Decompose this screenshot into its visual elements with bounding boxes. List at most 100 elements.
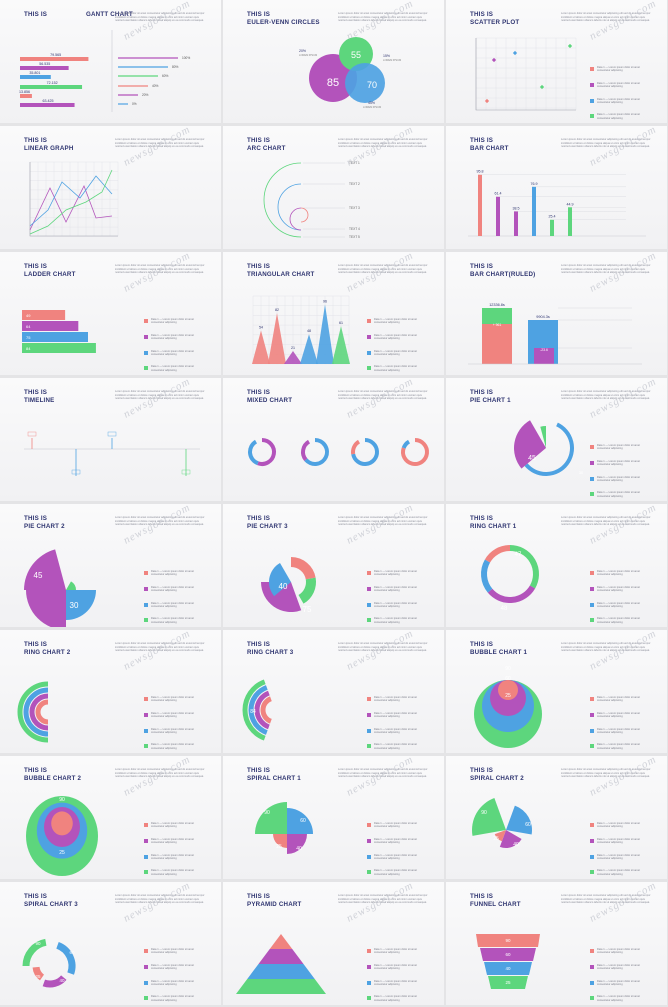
- slide-thumbnail-ring3[interactable]: THIS IS RING CHART 3 Lorem ipsum dolor sit…: [223, 630, 444, 753]
- slide-thumbnail-triangular[interactable]: THIS IS TRIANGULAR CHART Lorem ipsum dolor…: [223, 252, 444, 375]
- slide-thumbnail-gantt[interactable]: THIS IS GANTT CHART Lorem ipsum dolor sit …: [0, 0, 221, 123]
- legend-item: Data 1 — Lorem ipsum dolor sit amet cons…: [367, 617, 427, 624]
- legend-text: Data 1 — Lorem ipsum dolor sit amet cons…: [597, 727, 640, 735]
- slide-thumbnail-timeline[interactable]: THIS IS TIMELINE Lorem ipsum dolor sit ame…: [0, 378, 221, 501]
- slide-thumbnail-spiral1[interactable]: THIS IS SPIRAL CHART 1 Lorem ipsum dolor s…: [223, 756, 444, 879]
- ladder-value: 84: [26, 346, 31, 351]
- slide-description: Lorem ipsum dolor sit amet consectetur a…: [338, 138, 428, 149]
- pyramid-layer: [247, 964, 315, 979]
- chart-funnel: 90 60 40 25: [476, 934, 540, 989]
- legend-item: Data 1 — Lorem ipsum dolor sit amet cons…: [144, 822, 204, 829]
- slide-title: EULER-VENN CIRCLES: [247, 19, 320, 26]
- legend-swatch: [144, 712, 148, 717]
- slide-thumbnail-ring2[interactable]: THIS IS RING CHART 2 Lorem ipsum dolor sit…: [0, 630, 221, 753]
- legend-text: Data 1 — Lorem ipsum dolor sit amet cons…: [151, 570, 194, 577]
- slide-thumbnail-pie2[interactable]: THIS IS PIE CHART 2 Lorem ipsum dolor sit …: [0, 504, 221, 627]
- slide-thumbnail-linear[interactable]: THIS IS LINEAR GRAPH Lorem ipsum dolor sit…: [0, 126, 221, 249]
- legend-item: Data 1 — Lorem ipsum dolor sit amet cons…: [590, 476, 650, 483]
- legend-swatch: [144, 586, 148, 591]
- legend-text: Data 1 — Lorem ipsum dolor sit amet cons…: [151, 333, 194, 341]
- slide-thumbnail-ring1[interactable]: THIS IS RING CHART 1 Lorem ipsum dolor sit…: [446, 504, 667, 627]
- slide-thumbnail-ladder[interactable]: THIS IS LADDER CHART Lorem ipsum dolor sit…: [0, 252, 221, 375]
- arc-label: TEXT 5: [349, 235, 360, 239]
- legend-text: Data 1 — Lorem ipsum dolor sit amet cons…: [151, 585, 194, 593]
- legend-item: Data 1 — Lorem ipsum dolor sit amet cons…: [590, 995, 650, 1002]
- legend-item: Data 1 — Lorem ipsum dolor sit amet cons…: [367, 365, 427, 372]
- slide-label-this-is: THIS IS: [24, 263, 48, 270]
- slide-thumbnail-spiral2[interactable]: THIS IS SPIRAL CHART 2 Lorem ipsum dolor s…: [446, 756, 667, 879]
- slide-thumbnail-bubble2[interactable]: THIS IS BUBBLE CHART 2 Lorem ipsum dolor s…: [0, 756, 221, 879]
- slide-thumbnail-venn[interactable]: THIS IS EULER-VENN CIRCLES Lorem ipsum dol…: [223, 0, 444, 123]
- bar: [514, 211, 518, 236]
- spiral-label: 90: [481, 810, 487, 816]
- slide-thumbnail-arc[interactable]: THIS IS ARC CHART Lorem ipsum dolor sit am…: [223, 126, 444, 249]
- legend-text: Data 1 — Lorem ipsum dolor sit amet cons…: [597, 444, 640, 451]
- legend-swatch: [144, 854, 148, 859]
- gantt-percent: 80%: [172, 65, 179, 69]
- legend-text: Data 1 — Lorem ipsum dolor sit amet cons…: [151, 822, 194, 829]
- pie-label: 40: [279, 582, 288, 591]
- gantt-percent: 20%: [142, 93, 149, 97]
- legend-item: Data 1 — Lorem ipsum dolor sit amet cons…: [590, 444, 650, 451]
- legend-item: Data 1 — Lorem ipsum dolor sit amet cons…: [144, 869, 204, 876]
- legend-swatch: [590, 602, 594, 607]
- slide-thumbnail-spiral3[interactable]: THIS IS SPIRAL CHART 3 Lorem ipsum dolor s…: [0, 882, 221, 1005]
- slide-label-this-is: THIS IS: [470, 515, 494, 522]
- legend-item: Data 1 — Lorem ipsum dolor sit amet cons…: [590, 460, 650, 467]
- slide-title: LINEAR GRAPH: [24, 145, 74, 152]
- legend-item: Data 1 — Lorem ipsum dolor sit amet cons…: [367, 869, 427, 876]
- slide-thumbnail-bar[interactable]: THIS IS BAR CHART Lorem ipsum dolor sit am…: [446, 126, 667, 249]
- legend-text: Data 1 — Lorem ipsum dolor sit amet cons…: [597, 585, 640, 593]
- pyramid-layer: [269, 934, 293, 949]
- chart-gantt: 79.565 56.535 35.801 72.152 13.856 63.425 100%…: [19, 30, 190, 112]
- legend-text: Data 1 — Lorem ipsum dolor sit amet cons…: [597, 66, 640, 73]
- legend: Data 1 — Lorem ipsum dolor sit amet cons…: [144, 318, 204, 375]
- ring-segment: [242, 679, 266, 741]
- bubble: [51, 811, 73, 836]
- series-line: [29, 185, 113, 231]
- legend-swatch: [590, 870, 594, 875]
- pie-slice: [26, 590, 66, 627]
- slide-title: TIMELINE: [24, 397, 55, 404]
- slide-label-this-is: THIS IS: [24, 137, 48, 144]
- pie-ring: [298, 577, 316, 604]
- slide-description: Lorem ipsum dolor sit amet consectetur a…: [338, 642, 428, 653]
- spiral-slice: [273, 834, 287, 848]
- slide-description: Lorem ipsum dolor sit amet consectetur a…: [338, 12, 428, 23]
- slide-thumbnail-pie1[interactable]: THIS IS PIE CHART 1 Lorem ipsum dolor sit …: [446, 378, 667, 501]
- slide-thumbnail-bar_ruled[interactable]: THIS IS BAR CHART(RULED) Lorem ipsum dolor…: [446, 252, 667, 375]
- venn-annotation: 45%: [368, 101, 375, 105]
- legend-item: Data 1 — Lorem ipsum dolor sit amet cons…: [144, 964, 204, 971]
- legend-swatch: [367, 571, 371, 575]
- slide-thumbnail-mixed[interactable]: THIS IS MIXED CHART Lorem ipsum dolor sit …: [223, 378, 444, 501]
- bar: [534, 348, 554, 364]
- gantt-bar: [20, 66, 69, 70]
- slide-description: Lorem ipsum dolor sit amet consectetur a…: [115, 138, 205, 149]
- legend-swatch: [590, 697, 594, 701]
- gantt-bar: [20, 75, 51, 79]
- legend-text: Data 1 — Lorem ipsum dolor sit amet cons…: [151, 853, 194, 861]
- slide-thumbnail-pie3[interactable]: THIS IS PIE CHART 3 Lorem ipsum dolor sit …: [223, 504, 444, 627]
- slide-title: RING CHART 2: [24, 649, 71, 656]
- legend-text: Data 1 — Lorem ipsum dolor sit amet cons…: [151, 869, 194, 876]
- funnel-label: 40: [505, 966, 511, 971]
- legend-text: Data 1 — Lorem ipsum dolor sit amet cons…: [597, 995, 640, 1002]
- legend: Data 1 — Lorem ipsum dolor sit amet cons…: [144, 822, 204, 879]
- slide-thumbnail-bubble1[interactable]: THIS IS BUBBLE CHART 1 Lorem ipsum dolor s…: [446, 630, 667, 753]
- legend: Data 1 — Lorem ipsum dolor sit amet cons…: [590, 822, 650, 879]
- bar-value: 76.9: [531, 182, 538, 186]
- slide-title: ARC CHART: [247, 145, 286, 152]
- legend-item: Data 1 — Lorem ipsum dolor sit amet cons…: [144, 995, 204, 1002]
- bar-label: 9904.3s: [536, 315, 550, 319]
- slide-thumbnail-funnel[interactable]: THIS IS FUNNEL CHART Lorem ipsum dolor sit…: [446, 882, 667, 1005]
- slide-thumbnail-scatter[interactable]: THIS IS SCATTER PLOT Lorem ipsum dolor sit…: [446, 0, 667, 123]
- legend-item: Data 1 — Lorem ipsum dolor sit amet cons…: [367, 602, 427, 609]
- legend-text: Data 1 — Lorem ipsum dolor sit amet cons…: [151, 349, 194, 357]
- slide-thumbnail-pyramid[interactable]: THIS IS PYRAMID CHART Lorem ipsum dolor si…: [223, 882, 444, 1005]
- arc: [263, 162, 302, 238]
- slide-title: SPIRAL CHART 1: [247, 775, 301, 782]
- pyramid-layer: [258, 949, 304, 964]
- spiral-slice: [506, 805, 532, 835]
- legend-item: Data 1 — Lorem ipsum dolor sit amet cons…: [590, 743, 650, 750]
